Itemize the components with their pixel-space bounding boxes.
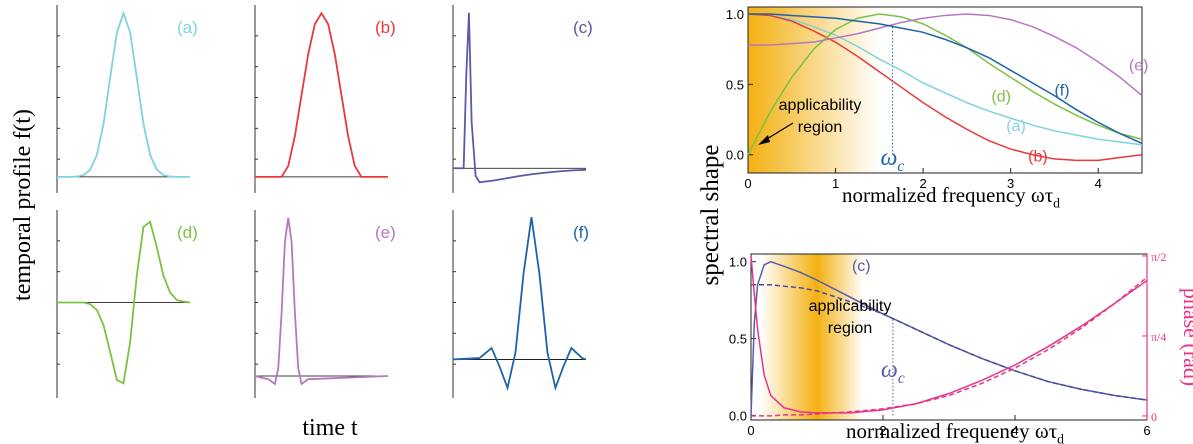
x-tick-label: 3	[1007, 176, 1014, 191]
x-tick-label: 2	[919, 176, 926, 191]
cutoff-label: ωc	[880, 145, 904, 175]
data-line	[751, 276, 1148, 417]
cutoff-label-sub: c	[898, 370, 905, 387]
data-line	[751, 283, 1148, 401]
plot-frame	[747, 6, 1143, 174]
series-label: (e)	[1129, 57, 1149, 74]
applicability-region	[748, 7, 880, 173]
data-line	[57, 10, 190, 178]
region-label: region	[828, 320, 872, 337]
panel-label: (a)	[177, 18, 198, 37]
x-axis-label: time t	[302, 415, 358, 441]
y2-tick-label: π/2	[1151, 250, 1166, 264]
y-tick-label: 0.5	[729, 332, 747, 347]
y-axis-label: temporal profile f(t)	[10, 109, 36, 301]
x-tick-label: 4	[1011, 423, 1018, 438]
x-tick-label: 1	[832, 176, 839, 191]
data-line	[453, 12, 587, 184]
series-label: (d)	[991, 88, 1011, 105]
panel-label: (f)	[573, 223, 589, 242]
data-line	[750, 255, 1148, 414]
cutoff-label-sub: c	[897, 158, 904, 175]
x-tick-label: 2	[879, 423, 886, 438]
cutoff-label-main: ω	[881, 357, 898, 383]
series-label: (f)	[1054, 83, 1069, 100]
data-line	[747, 13, 1143, 162]
region-arrowhead	[758, 135, 770, 145]
region-label: region	[798, 119, 842, 136]
y-axis-label: spectral shape	[697, 145, 724, 286]
y2-axis-label: phase (rad)	[1179, 288, 1193, 386]
applicability-region	[760, 254, 864, 420]
y-tick-label: 0.0	[726, 148, 744, 163]
x-axis-label: normalized frequency ωτd	[846, 419, 1064, 444]
x-tick-label: 0	[744, 176, 751, 191]
x-axis-label-main: normalized frequency ωτ	[842, 183, 1053, 207]
y-tick-label: 0.5	[726, 77, 744, 92]
series-label: (a)	[1006, 118, 1026, 135]
y-tick-label: 1.0	[726, 7, 744, 22]
data-line	[748, 13, 1143, 145]
x-axis-label: normalized frequency ωτd	[842, 183, 1060, 210]
x-axis-label-main: normalized frequency ωτ	[846, 419, 1057, 443]
region-label: applicability	[779, 97, 862, 114]
panel-label: (b)	[375, 18, 396, 37]
data-line	[254, 217, 389, 386]
cutoff-label-main: ω	[880, 145, 897, 171]
data-line	[255, 11, 388, 178]
y2-tick-label: π/4	[1151, 330, 1166, 344]
y-tick-label: 0.0	[729, 408, 747, 423]
data-line	[452, 216, 587, 392]
series-label: (b)	[1028, 149, 1048, 166]
data-line	[748, 13, 1143, 97]
data-line	[747, 13, 1143, 156]
x-tick-label: 0	[747, 423, 754, 438]
cutoff-label: ωc	[881, 357, 905, 387]
x-tick-label: 6	[1143, 423, 1150, 438]
data-line	[747, 13, 1143, 146]
panel-label: (c)	[573, 18, 593, 37]
x-axis-label-sub: d	[1053, 195, 1060, 210]
x-tick-label: 4	[1095, 176, 1102, 191]
panel-label: (d)	[177, 223, 198, 242]
data-line	[57, 220, 191, 385]
region-label: applicability	[809, 298, 892, 315]
y-tick-label: 1.0	[729, 255, 747, 270]
x-axis-label-sub: d	[1057, 431, 1064, 444]
y2-tick-label: 0	[1151, 410, 1157, 424]
panel-label: (e)	[375, 223, 396, 242]
series-label: (c)	[852, 258, 871, 275]
